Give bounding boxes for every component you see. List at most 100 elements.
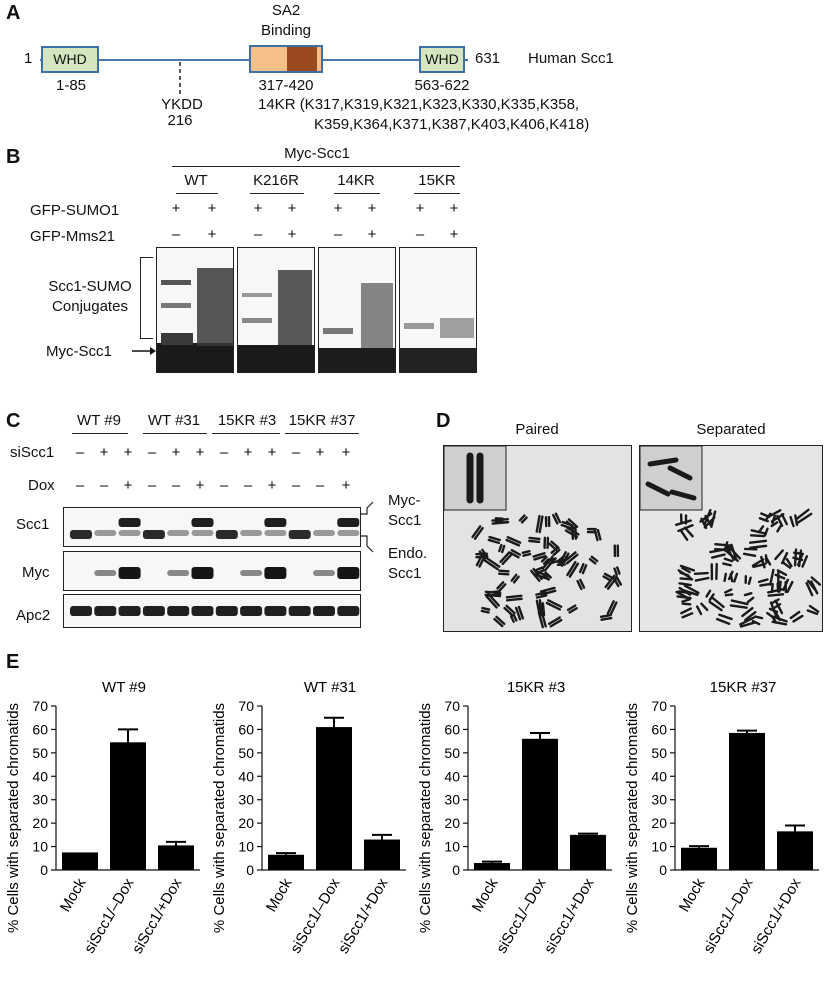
chromosome xyxy=(806,604,820,616)
y-tick-label: 20 xyxy=(238,815,254,831)
dox-sign: + xyxy=(267,477,277,494)
group-underline xyxy=(176,193,218,194)
y-tick-label: 50 xyxy=(238,745,254,761)
chromosome xyxy=(535,514,544,534)
x-tick-label: siScc1/+Dox xyxy=(335,875,392,956)
chromosome xyxy=(509,613,518,623)
chromosome xyxy=(693,571,710,582)
chromosome xyxy=(710,562,718,581)
y-tick-label: 60 xyxy=(651,721,667,737)
whd1-range: 1-85 xyxy=(55,77,87,94)
y-tick-label: 60 xyxy=(444,721,460,737)
chromosome xyxy=(715,613,733,625)
gfp-mms21-sign: – xyxy=(171,226,181,243)
chromosome xyxy=(496,581,507,592)
apc2-band xyxy=(215,606,238,616)
siscc1-sign: + xyxy=(99,444,109,461)
chromosome xyxy=(751,558,767,569)
y-axis-label: % Cells with separated chromatids xyxy=(211,703,228,933)
myc-scc1-band xyxy=(337,518,360,527)
y-tick-label: 0 xyxy=(659,862,667,878)
clone-label-wt31: WT #31 xyxy=(147,412,201,429)
chromosome xyxy=(709,548,726,559)
bar xyxy=(62,852,98,870)
y-tick-label: 70 xyxy=(444,698,460,714)
whd2-range: 563-622 xyxy=(414,77,470,94)
chromosome xyxy=(679,513,688,525)
chromosome xyxy=(578,563,588,575)
apc2-band xyxy=(264,606,287,616)
chromosome xyxy=(757,525,769,537)
bar xyxy=(158,845,194,870)
group-label-15kr: 15KR xyxy=(418,172,456,189)
myc-band xyxy=(94,570,117,576)
arrow-icon xyxy=(132,347,156,355)
siscc1-sign: – xyxy=(75,444,85,461)
clone-label-15kr37: 15KR #37 xyxy=(288,412,356,429)
x-tick-label: Mock xyxy=(57,875,90,915)
chromosome xyxy=(742,547,758,558)
apc2-band xyxy=(191,606,214,616)
x-tick-label: Mock xyxy=(263,875,296,915)
myc-band xyxy=(191,567,214,579)
apc2-band xyxy=(313,606,335,616)
chromosome xyxy=(539,586,557,596)
x-tick-label: Mock xyxy=(469,875,502,915)
band-callout-lines xyxy=(361,501,374,553)
y-tick-label: 10 xyxy=(238,839,254,855)
endo-scc1-band xyxy=(240,530,263,536)
chromosome xyxy=(576,578,586,591)
endo-scc1-band xyxy=(191,530,214,536)
bar xyxy=(681,847,717,870)
endo-scc1-band xyxy=(313,530,335,536)
myc-band xyxy=(240,570,263,576)
chromosome xyxy=(770,521,782,533)
chromosome xyxy=(556,560,566,567)
chromosome xyxy=(613,544,620,558)
myc-scc1-band-label: Myc-Scc1 xyxy=(46,343,112,360)
chromosome xyxy=(552,512,562,525)
chromosome xyxy=(505,594,523,602)
blot-b-15kr xyxy=(399,247,477,373)
chromosome xyxy=(782,557,793,569)
x-tick-label: Mock xyxy=(676,875,709,915)
y-tick-label: 50 xyxy=(651,745,667,761)
bar-charts: WT #9 % Cells with separated chromatids 0 1… xyxy=(5,679,819,957)
gfp-sumo1-sign: + xyxy=(171,200,181,217)
blot-c-myc xyxy=(63,551,361,591)
residue-start: 1 xyxy=(24,50,33,67)
chromosome xyxy=(782,578,794,594)
protein-name: Human Scc1 xyxy=(528,50,614,67)
ykdd-position: 216 xyxy=(167,112,193,129)
inset-magnified xyxy=(640,446,703,511)
chromosome xyxy=(766,607,779,619)
y-axis-label: % Cells with separated chromatids xyxy=(624,703,641,933)
y-tick-label: 20 xyxy=(444,815,460,831)
siscc1-sign: + xyxy=(195,444,205,461)
chromosome xyxy=(774,549,789,565)
bar xyxy=(364,839,400,870)
siscc1-sign: + xyxy=(315,444,325,461)
apc2-band xyxy=(94,606,117,616)
y-tick-label: 10 xyxy=(651,839,667,855)
chromosome xyxy=(674,519,694,533)
gfp-mms21-sign: + xyxy=(449,226,459,243)
chromosome xyxy=(748,539,768,549)
chromosome xyxy=(475,552,489,559)
y-tick-label: 10 xyxy=(32,839,48,855)
chromosome xyxy=(767,509,785,523)
myc-band xyxy=(337,567,360,579)
clone-underline xyxy=(143,433,207,434)
panel-label-c: C xyxy=(6,410,21,432)
bar xyxy=(570,834,606,870)
apc2-band xyxy=(118,606,141,616)
chromosome xyxy=(563,551,579,565)
x-tick-label: siScc1/–Dox xyxy=(493,875,550,956)
chromosome xyxy=(480,606,491,614)
x-tick-label: siScc1/–Dox xyxy=(81,875,138,956)
dox-sign: – xyxy=(219,477,229,494)
siscc1-sign: – xyxy=(291,444,301,461)
dox-sign: – xyxy=(147,477,157,494)
y-tick-label: 0 xyxy=(452,862,460,878)
apc2-band xyxy=(142,606,165,616)
